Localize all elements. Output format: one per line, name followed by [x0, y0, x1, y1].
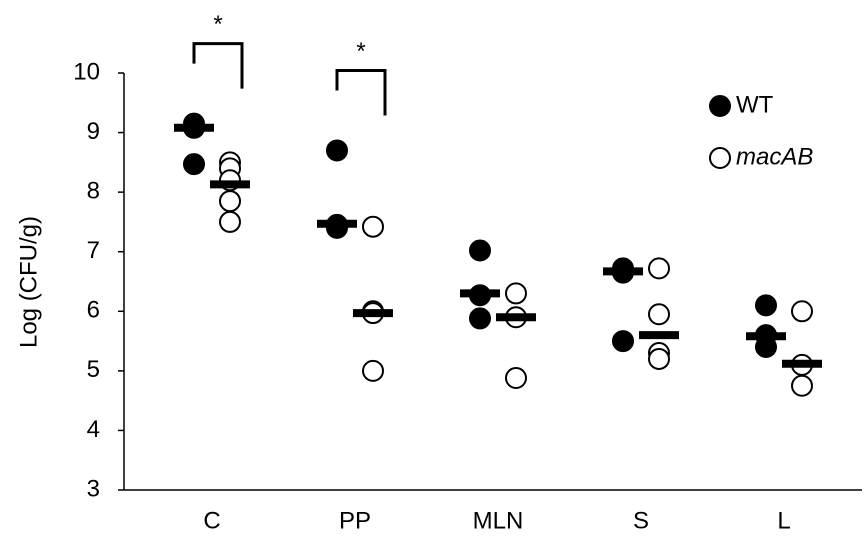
data-point: [469, 307, 491, 330]
data-point: [648, 303, 670, 326]
data-point: [219, 210, 241, 233]
significance-bracket: [335, 68, 387, 116]
data-point: [648, 347, 670, 370]
y-tick-label: 10: [73, 58, 100, 85]
data-point: [505, 282, 527, 305]
y-tick-label: 5: [87, 356, 100, 383]
x-tick-label: C: [203, 507, 220, 534]
data-point: [469, 239, 491, 262]
x-tick-label: L: [777, 507, 790, 534]
y-tick-label: 3: [87, 475, 100, 502]
data-point: [755, 294, 777, 317]
data-point: [362, 215, 384, 238]
significance-label: *: [356, 38, 365, 65]
data-point: [791, 300, 813, 323]
data-point: [612, 330, 634, 353]
data-point: [505, 367, 527, 390]
data-point: [183, 153, 205, 176]
x-tick-label: PP: [339, 507, 371, 534]
data-point: [219, 190, 241, 213]
y-tick-label: 8: [87, 177, 100, 204]
data-point: [791, 374, 813, 397]
data-point: [648, 257, 670, 280]
x-tick-label: S: [633, 507, 649, 534]
legend-marker: [709, 95, 731, 117]
significance-bracket: [192, 42, 244, 89]
legend-marker: [709, 147, 731, 169]
data-point: [362, 359, 384, 382]
y-tick-label: 9: [87, 118, 100, 145]
legend-label: WT: [736, 91, 774, 118]
y-axis-label: Log (CFU/g): [15, 216, 42, 348]
x-tick-label: MLN: [473, 507, 524, 534]
data-point: [326, 139, 348, 162]
y-tick-label: 7: [87, 237, 100, 264]
y-tick-label: 4: [87, 416, 100, 443]
legend-label: macAB: [736, 143, 813, 170]
y-tick-label: 6: [87, 297, 100, 324]
significance-label: *: [213, 11, 222, 38]
